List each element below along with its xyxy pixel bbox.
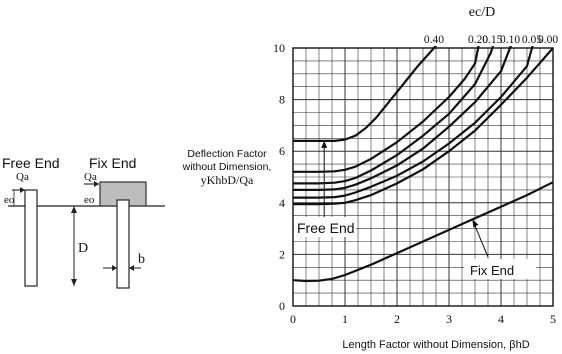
fix-end-eccentricity-label: eo	[84, 194, 95, 206]
ratio-label: 0.15	[482, 34, 502, 46]
pile-diagram: Free End Fix End Qa eo Qa eo D b	[2, 155, 165, 289]
free-end-curve-0.20	[293, 46, 480, 173]
fix-end-pile	[116, 199, 130, 289]
fix-end-annotation: Fix End	[470, 263, 514, 278]
x-tick-label: 4	[498, 312, 504, 326]
ratio-label: 0.00	[538, 34, 558, 46]
free-end-arrowhead	[321, 140, 328, 148]
y-axis-label: Deflection Factor without Dimension, yKh…	[158, 148, 296, 187]
chart-series	[293, 46, 554, 283]
free-end-annotation-box	[294, 217, 356, 237]
chart-ticks: 0 1 2 3 4 5 0 2 4 6 8 10 0.40 0.200.150.10 0.050.00	[273, 34, 558, 326]
y-tick-label: 10	[273, 41, 285, 55]
y-tick-label: 0	[279, 299, 285, 313]
x-tick-label: 5	[550, 312, 556, 326]
depth-arrow-bottom	[71, 279, 77, 286]
y-axis-label-line3: yKhbD/Qa	[200, 173, 254, 187]
fix-end-curve	[293, 181, 554, 283]
ratio-label: 0.10	[500, 34, 520, 46]
plot-frame	[292, 47, 554, 307]
free-end-load-arrowhead	[20, 187, 25, 193]
x-axis-label: Length Factor without Dimension, βhD	[342, 339, 529, 351]
fix-end-label: Fix End	[89, 155, 136, 171]
y-tick-label: 6	[279, 144, 285, 158]
free-end-annotation: Free End	[297, 220, 355, 236]
ratio-label: 0.20	[468, 34, 488, 46]
fix-end-annotation-box	[464, 259, 536, 279]
width-arrowhead-left	[112, 265, 117, 271]
free-end-load-label: Qa	[16, 171, 29, 183]
fix-end-load-label: Qa	[84, 171, 97, 183]
y-tick-label: 8	[279, 93, 285, 107]
x-tick-label: 1	[342, 312, 348, 326]
x-tick-label: 0	[290, 312, 296, 326]
width-arrowhead-right	[129, 265, 134, 271]
free-end-eccentricity-label: eo	[4, 194, 15, 206]
depth-arrow-top	[71, 206, 77, 213]
free-end-curve-0.05	[293, 46, 534, 199]
y-tick-label: 4	[279, 196, 285, 210]
x-tick-label: 2	[394, 312, 400, 326]
y-axis-label-line1: Deflection Factor	[187, 148, 267, 160]
series-lines	[293, 46, 554, 283]
ratio-label: 0.05	[522, 34, 542, 46]
free-end-label: Free End	[2, 155, 60, 171]
free-end-pile	[24, 189, 38, 287]
fix-end-arrowhead	[472, 219, 479, 228]
free-end-curve-0.10	[293, 46, 512, 191]
depth-label: D	[78, 241, 88, 256]
width-label: b	[138, 252, 145, 267]
chart-title: ec/D	[469, 5, 495, 20]
y-tick-label: 2	[279, 247, 285, 261]
ratio-label: 0.40	[424, 34, 444, 46]
fix-end-load-arrowhead	[94, 181, 99, 187]
y-axis-label-line2: without Dimension,	[182, 161, 272, 173]
x-tick-label: 3	[446, 312, 452, 326]
free-end-curve-0.00	[293, 47, 554, 206]
chart-grid	[292, 47, 554, 307]
free-end-curve-0.15	[293, 46, 495, 185]
